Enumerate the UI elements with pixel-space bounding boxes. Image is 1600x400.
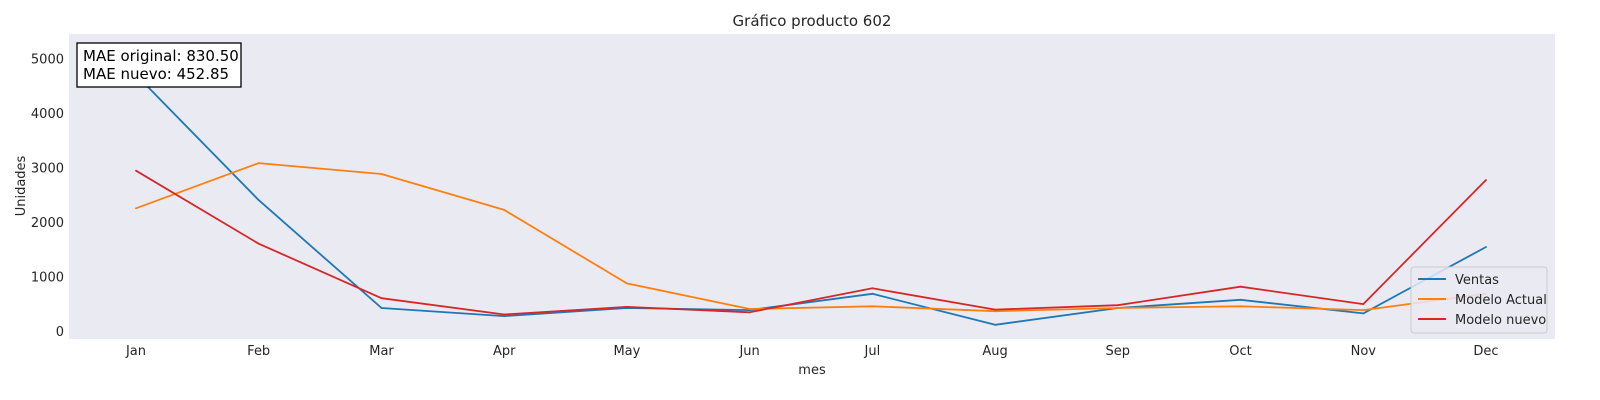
data-point-modelo-actual-apr: [503, 209, 506, 211]
data-point-modelo-actual-aug: [994, 310, 996, 313]
x-tick-label-mar: Mar: [369, 344, 394, 359]
data-point-modelo-nuevo-oct: [1239, 285, 1242, 288]
data-point-ventas-jul: [871, 292, 874, 295]
data-point-modelo-actual-sep: [1116, 307, 1119, 309]
data-point-modelo-actual-oct: [1239, 305, 1242, 308]
data-point-modelo-actual-may: [626, 282, 628, 285]
legend-label-modelo-actual: Modelo Actual: [1455, 293, 1547, 308]
x-tick-label-sep: Sep: [1106, 344, 1131, 359]
series-line-modelo-actual: [135, 162, 1487, 313]
data-point-modelo-nuevo-sep: [1116, 304, 1119, 307]
data-point-modelo-actual-mar: [380, 173, 383, 175]
data-point-modelo-actual-jul: [871, 305, 874, 308]
data-point-modelo-actual-nov: [1362, 309, 1365, 311]
x-tick-label-apr: Apr: [493, 344, 516, 359]
x-tick-label-aug: Aug: [982, 344, 1007, 359]
data-point-modelo-nuevo-feb: [257, 242, 260, 245]
data-point-ventas-dec: [1485, 246, 1487, 248]
y-axis-label: Unidades: [14, 155, 29, 216]
legend: Ventas Modelo Actual Modelo nuevo: [1410, 266, 1548, 334]
annotation-line-mae-nuevo: MAE nuevo: 452.85: [83, 65, 229, 83]
annotation-box: [76, 42, 242, 88]
x-tick-label-may: May: [613, 344, 640, 359]
x-tick-label-dec: Dec: [1473, 344, 1498, 359]
y-tick-label-3000: 3000: [31, 161, 64, 176]
plot-area: [69, 34, 1555, 339]
chart-title: Gráfico producto 602: [733, 12, 892, 30]
data-point-modelo-actual-jan: [135, 207, 137, 210]
data-point-modelo-nuevo-nov: [1362, 303, 1365, 305]
y-tick-label-4000: 4000: [31, 107, 64, 122]
data-point-modelo-nuevo-jan: [135, 169, 137, 172]
y-tick-label-2000: 2000: [31, 216, 64, 231]
legend-label-modelo-nuevo: Modelo nuevo: [1455, 313, 1546, 328]
data-point-ventas-mar: [380, 307, 383, 309]
data-point-ventas-aug: [994, 323, 996, 326]
data-point-ventas-feb: [257, 199, 260, 202]
y-tick-label-1000: 1000: [31, 270, 64, 285]
data-point-ventas-oct: [1239, 298, 1242, 301]
x-tick-label-oct: Oct: [1229, 344, 1251, 359]
y-tick-label-5000: 5000: [31, 53, 64, 68]
data-point-modelo-nuevo-jul: [871, 287, 874, 290]
data-point-ventas-apr: [503, 315, 506, 317]
data-point-modelo-nuevo-apr: [503, 313, 506, 316]
data-point-modelo-actual-feb: [257, 162, 260, 165]
annotation-line-mae-original: MAE original: 830.50: [83, 47, 239, 65]
data-point-modelo-nuevo-mar: [380, 297, 383, 300]
x-tick-label-feb: Feb: [247, 344, 270, 359]
data-point-modelo-nuevo-may: [626, 306, 628, 308]
data-point-modelo-nuevo-dec: [1485, 179, 1487, 181]
mae-annotation: MAE original: 830.50 MAE nuevo: 452.85: [76, 42, 242, 88]
x-tick-label-nov: Nov: [1351, 344, 1377, 359]
data-point-modelo-nuevo-jun: [748, 311, 751, 314]
data-point-modelo-nuevo-aug: [994, 308, 996, 311]
data-point-ventas-nov: [1362, 312, 1365, 315]
data-point-modelo-actual-jun: [748, 308, 751, 310]
series-line-modelo-nuevo: [135, 169, 1487, 316]
legend-label-ventas: Ventas: [1455, 273, 1499, 288]
legend-box: [1410, 266, 1548, 334]
x-tick-label-jun: Jun: [738, 344, 759, 359]
x-axis-label: mes: [798, 363, 826, 378]
x-tick-label-jul: Jul: [864, 344, 881, 359]
x-tick-label-jan: Jan: [125, 344, 146, 359]
y-tick-label-0: 0: [56, 325, 64, 340]
